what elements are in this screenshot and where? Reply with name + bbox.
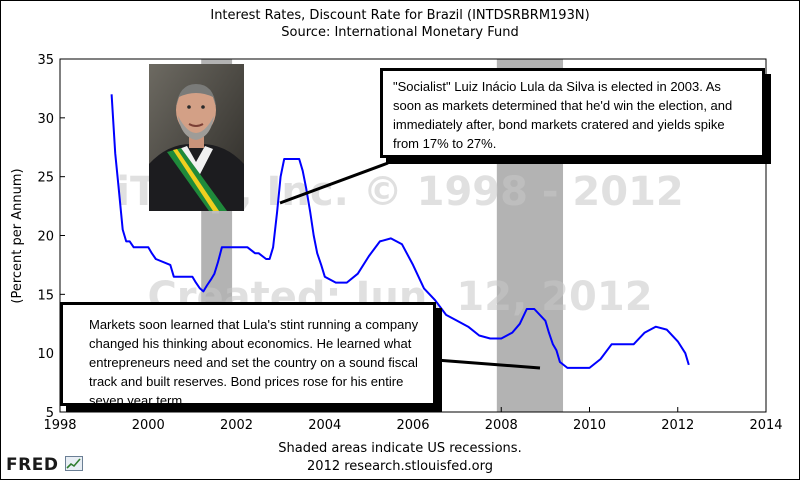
y-tick-label: 25 bbox=[37, 171, 54, 186]
y-axis-label: (Percent per Annum) bbox=[10, 168, 25, 303]
y-tick-label: 35 bbox=[37, 53, 54, 68]
reform-callout: Markets soon learned that Lula's stint r… bbox=[60, 302, 436, 408]
x-axis: 1998 2000 2002 2004 2006 2008 2010 2012 2014 bbox=[43, 407, 783, 433]
footer-note: Shaded areas indicate US recessions. bbox=[278, 441, 521, 456]
x-tick-label: 2000 bbox=[132, 418, 165, 433]
x-tick-label: 1998 bbox=[43, 418, 76, 433]
chart-subtitle: Source: International Monetary Fund bbox=[281, 25, 518, 40]
election-callout-text: "Socialist" Luiz Inácio Lula da Silva is… bbox=[393, 79, 733, 151]
y-tick-label: 20 bbox=[37, 230, 54, 245]
chart-title: Interest Rates, Discount Rate for Brazil… bbox=[210, 8, 589, 23]
y-tick-label: 5 bbox=[46, 406, 54, 421]
series-layer bbox=[110, 94, 690, 369]
x-tick-label: 2014 bbox=[749, 418, 782, 433]
x-tick-label: 2006 bbox=[396, 418, 429, 433]
x-tick-label: 2004 bbox=[308, 418, 341, 433]
x-tick-label: 2002 bbox=[220, 418, 253, 433]
footer-credit: 2012 research.stlouisfed.org bbox=[307, 459, 493, 474]
y-tick-label: 10 bbox=[37, 347, 54, 362]
x-tick-label: 2008 bbox=[485, 418, 518, 433]
callout-pointer-bottom bbox=[435, 358, 541, 370]
y-axis: 5 10 15 20 25 30 35 bbox=[37, 53, 65, 421]
x-tick-label: 2010 bbox=[573, 418, 606, 433]
election-callout: "Socialist" Luiz Inácio Lula da Silva is… bbox=[380, 68, 765, 158]
callout-pointer-top bbox=[279, 161, 389, 205]
series-line bbox=[110, 94, 690, 369]
portrait-photo bbox=[149, 64, 244, 211]
x-tick-label: 2012 bbox=[661, 418, 694, 433]
fred-chart-icon bbox=[64, 456, 83, 471]
y-tick-label: 30 bbox=[37, 112, 54, 127]
fred-logo-text: FRED bbox=[6, 455, 59, 475]
reform-callout-text: Markets soon learned that Lula's stint r… bbox=[89, 317, 419, 408]
y-tick-label: 15 bbox=[37, 288, 54, 303]
fred-logo: FRED bbox=[6, 455, 83, 475]
